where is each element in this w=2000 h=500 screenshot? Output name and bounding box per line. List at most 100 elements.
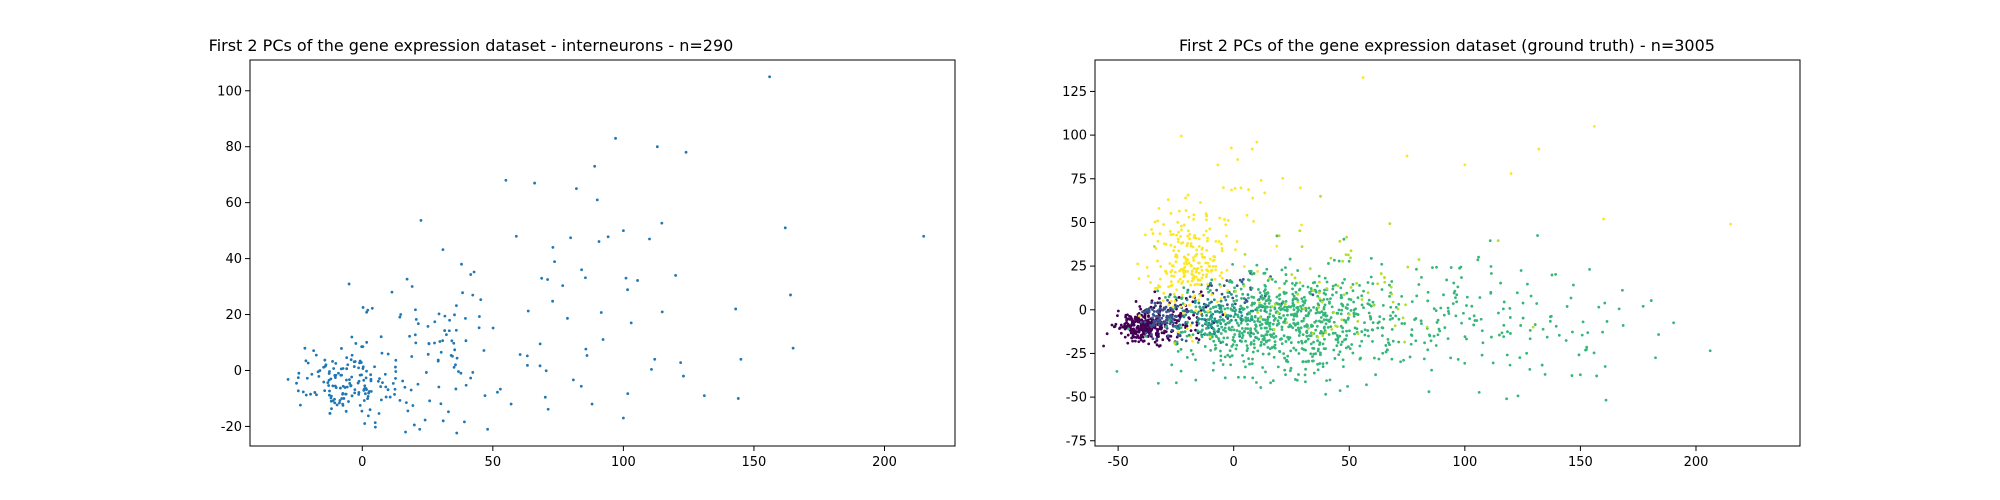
scatter-point bbox=[1173, 270, 1177, 274]
scatter-point bbox=[441, 339, 445, 343]
scatter-point bbox=[1247, 278, 1251, 282]
scatter-point bbox=[1173, 314, 1177, 318]
scatter-point bbox=[419, 219, 423, 222]
scatter-point bbox=[418, 427, 422, 431]
scatter-point bbox=[1116, 309, 1120, 313]
scatter-point bbox=[329, 399, 333, 403]
x-tick-label: -50 bbox=[1107, 455, 1128, 470]
y-tick-label: 75 bbox=[1070, 172, 1087, 187]
scatter-point bbox=[543, 395, 547, 399]
scatter-point bbox=[1244, 327, 1248, 330]
scatter-point bbox=[1270, 278, 1274, 281]
scatter-point bbox=[702, 394, 706, 398]
scatter-point bbox=[1240, 340, 1243, 343]
scatter-point bbox=[1272, 355, 1276, 359]
scatter-point bbox=[338, 401, 341, 405]
scatter-point bbox=[1408, 355, 1412, 359]
scatter-point bbox=[1259, 326, 1263, 330]
scatter-point bbox=[479, 298, 483, 302]
chart-title: First 2 PCs of the gene expression datas… bbox=[209, 36, 734, 55]
scatter-point bbox=[414, 317, 418, 321]
scatter-point bbox=[1328, 318, 1331, 322]
scatter-point bbox=[1252, 272, 1256, 275]
scatter-point bbox=[1235, 321, 1239, 325]
scatter-point bbox=[1126, 333, 1130, 337]
scatter-point bbox=[1177, 295, 1181, 299]
scatter-point bbox=[454, 387, 458, 391]
scatter-point bbox=[394, 358, 398, 362]
scatter-point bbox=[1360, 339, 1364, 343]
scatter-point bbox=[384, 395, 388, 399]
scatter-point bbox=[1269, 381, 1272, 385]
scatter-point bbox=[344, 392, 348, 396]
scatter-point bbox=[1199, 290, 1203, 294]
scatter-point bbox=[1434, 344, 1438, 347]
scatter-point bbox=[333, 397, 336, 401]
scatter-point bbox=[1369, 304, 1373, 308]
scatter-point bbox=[1130, 321, 1134, 324]
scatter-point bbox=[1278, 286, 1281, 290]
scatter-point bbox=[349, 384, 353, 388]
scatter-point bbox=[331, 359, 334, 363]
scatter-point bbox=[1159, 265, 1163, 268]
scatter-point bbox=[1182, 267, 1186, 270]
scatter-point bbox=[464, 339, 468, 343]
scatter-point bbox=[1217, 240, 1221, 243]
scatter-point bbox=[1214, 346, 1218, 350]
scatter-point bbox=[1203, 345, 1207, 348]
scatter-point bbox=[1119, 323, 1123, 327]
scatter-point bbox=[1182, 274, 1186, 278]
scatter-point bbox=[1604, 398, 1608, 402]
scatter-point bbox=[734, 307, 738, 311]
scatter-point bbox=[1545, 335, 1549, 339]
scatter-point bbox=[1391, 300, 1395, 304]
scatter-point bbox=[1242, 297, 1246, 300]
scatter-point bbox=[1413, 318, 1416, 321]
scatter-point bbox=[1160, 331, 1164, 335]
scatter-point bbox=[1505, 353, 1509, 357]
scatter-point bbox=[1231, 262, 1234, 266]
y-tick-label: -50 bbox=[1066, 391, 1087, 406]
scatter-point bbox=[1192, 295, 1195, 299]
scatter-point bbox=[1184, 313, 1188, 317]
scatter-point bbox=[1182, 315, 1186, 319]
scatter-point bbox=[1190, 321, 1194, 325]
scatter-point bbox=[1325, 297, 1329, 301]
scatter-point bbox=[1192, 313, 1195, 317]
scatter-point bbox=[1276, 319, 1280, 323]
scatter-point bbox=[1198, 294, 1202, 297]
scatter-point bbox=[379, 335, 383, 339]
scatter-point bbox=[1300, 223, 1303, 227]
scatter-point bbox=[1202, 233, 1206, 237]
scatter-point bbox=[1268, 276, 1271, 280]
scatter-point bbox=[1348, 329, 1351, 333]
scatter-point bbox=[1110, 323, 1114, 327]
scatter-point bbox=[1343, 278, 1346, 281]
scatter-point bbox=[1344, 346, 1348, 350]
scatter-point bbox=[1362, 306, 1365, 310]
y-tick-label: 20 bbox=[225, 308, 242, 323]
scatter-point bbox=[1535, 302, 1539, 305]
scatter-point bbox=[1401, 316, 1405, 320]
scatter-point bbox=[1219, 297, 1223, 300]
scatter-point bbox=[1205, 268, 1208, 272]
scatter-point bbox=[626, 288, 629, 292]
scatter-point bbox=[1205, 214, 1209, 217]
scatter-point bbox=[1381, 303, 1385, 307]
scatter-point bbox=[1263, 302, 1267, 306]
scatter-point bbox=[1167, 338, 1171, 342]
scatter-point bbox=[1223, 355, 1227, 359]
scatter-point bbox=[1311, 289, 1315, 292]
scatter-point bbox=[1276, 365, 1280, 369]
scatter-point bbox=[1580, 333, 1584, 337]
scatter-point bbox=[1161, 338, 1165, 342]
scatter-point bbox=[1205, 333, 1209, 337]
scatter-point bbox=[1209, 281, 1213, 285]
scatter-point bbox=[1391, 310, 1395, 314]
scatter-point bbox=[518, 353, 522, 356]
scatter-point bbox=[1226, 295, 1230, 298]
scatter-point bbox=[1135, 330, 1139, 334]
scatter-point bbox=[1126, 313, 1129, 317]
scatter-point bbox=[1336, 340, 1340, 344]
scatter-point bbox=[1230, 345, 1234, 348]
